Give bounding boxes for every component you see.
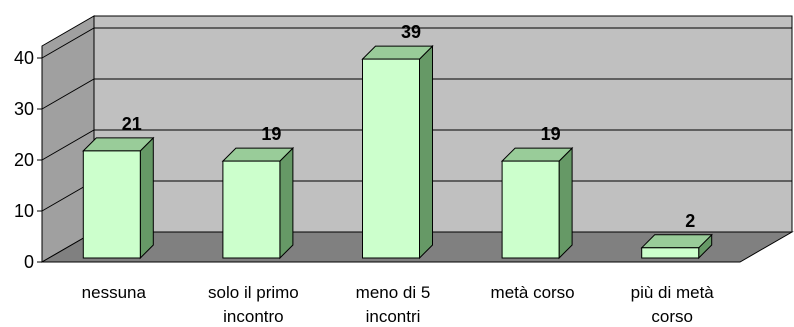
category-label: metà corso bbox=[491, 283, 575, 302]
gridline bbox=[41, 129, 792, 161]
category-label: meno di 5 bbox=[356, 283, 431, 302]
bar-top bbox=[500, 147, 574, 162]
y-tick-label: 30 bbox=[14, 99, 34, 119]
chart-walls bbox=[40, 15, 794, 263]
bar bbox=[222, 160, 281, 259]
gridline bbox=[41, 27, 792, 59]
y-axis: 0 10 20 30 40 bbox=[14, 48, 43, 272]
y-tick-label: 20 bbox=[14, 150, 34, 170]
bar-top bbox=[82, 137, 155, 152]
back-wall bbox=[93, 15, 793, 233]
y-tick-label: 0 bbox=[24, 252, 34, 272]
bars bbox=[82, 44, 713, 260]
bar-top bbox=[361, 45, 434, 60]
category-label: incontri bbox=[366, 307, 421, 326]
bar bbox=[362, 58, 420, 259]
y-tick-label: 40 bbox=[14, 48, 34, 68]
category-label: più di metà bbox=[631, 283, 715, 302]
data-label: 21 bbox=[122, 114, 142, 134]
bar-side bbox=[558, 146, 573, 260]
bar-side bbox=[279, 146, 294, 260]
category-labels: nessuna solo il primo incontro meno di 5 inc… bbox=[82, 283, 715, 326]
data-label: 2 bbox=[685, 211, 695, 231]
data-labels: 21 19 39 19 2 bbox=[122, 22, 695, 231]
category-label: corso bbox=[651, 307, 693, 326]
y-tick-label: 10 bbox=[14, 201, 34, 221]
bar-side bbox=[139, 136, 154, 260]
data-label: 19 bbox=[541, 124, 561, 144]
bar bbox=[501, 160, 560, 259]
data-label: 39 bbox=[401, 22, 421, 42]
gridline bbox=[41, 78, 792, 110]
category-label: solo il primo bbox=[208, 283, 299, 302]
category-label: nessuna bbox=[82, 283, 147, 302]
category-label: incontro bbox=[223, 307, 283, 326]
bar-side bbox=[419, 44, 433, 260]
bar-top bbox=[640, 234, 713, 249]
bar-top bbox=[221, 147, 295, 162]
bar bbox=[82, 150, 141, 259]
bar bbox=[641, 247, 700, 259]
data-label: 19 bbox=[261, 124, 281, 144]
